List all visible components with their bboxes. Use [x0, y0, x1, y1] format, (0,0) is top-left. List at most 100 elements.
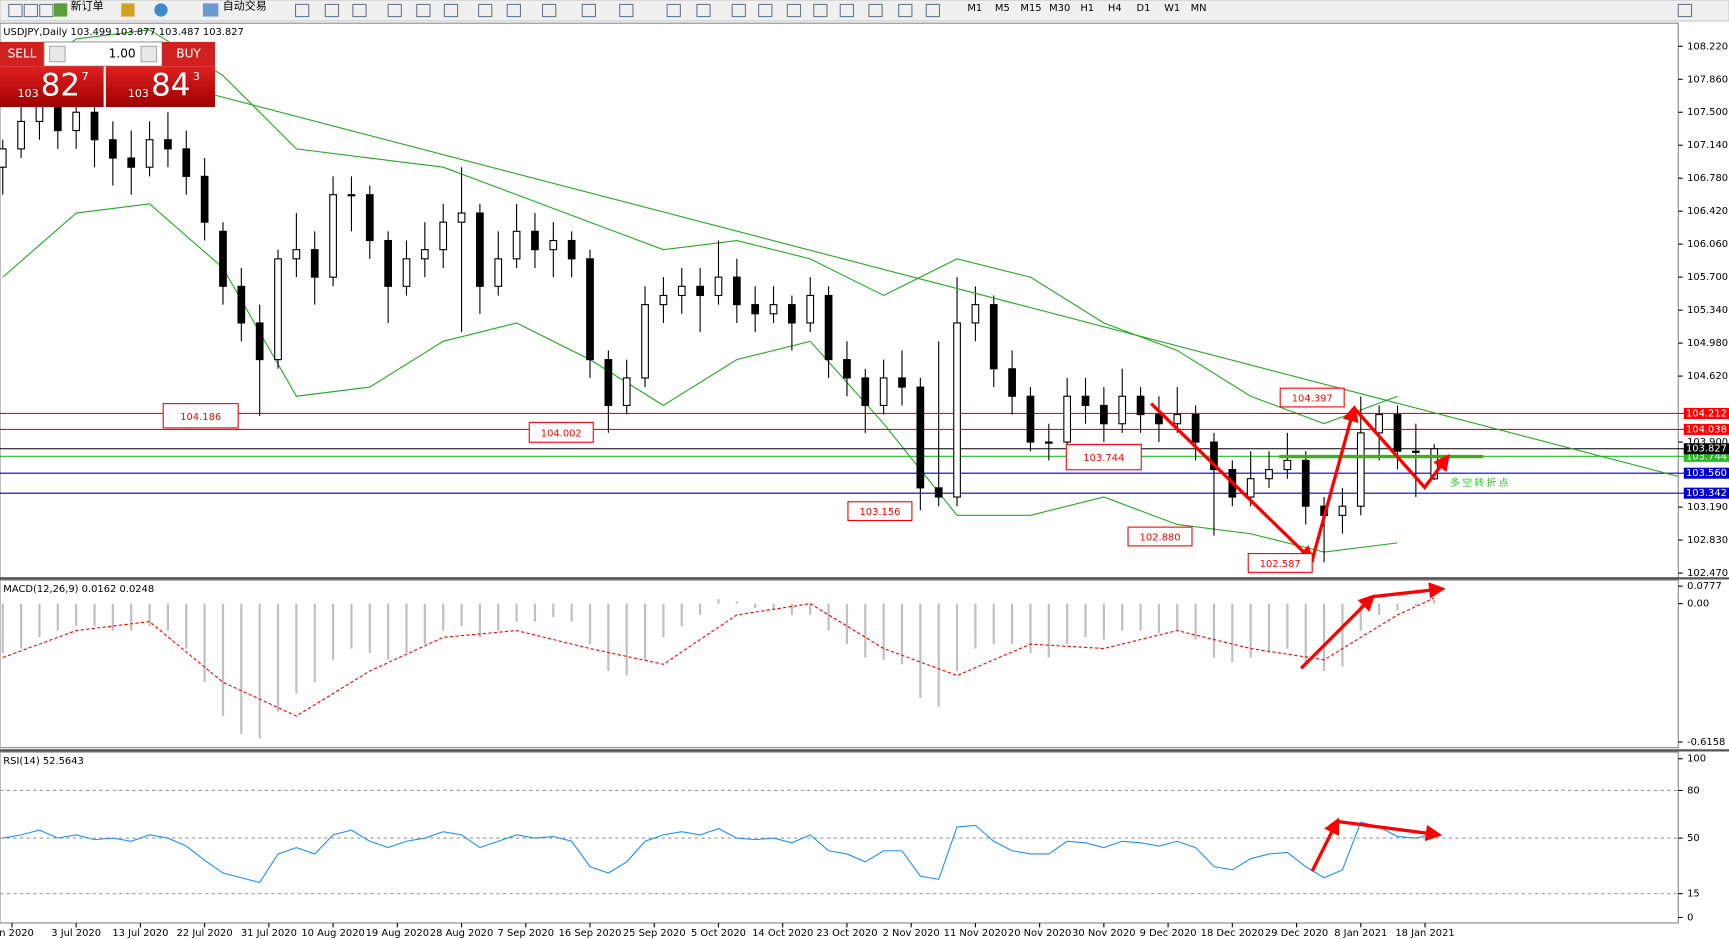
tool-icon[interactable]: [758, 3, 773, 18]
tool-icon[interactable]: [8, 3, 23, 18]
tool-icon[interactable]: [23, 3, 39, 18]
timeframe-button[interactable]: MN: [1191, 3, 1207, 14]
candle-body: [90, 111, 99, 141]
tool-icon[interactable]: [839, 3, 855, 18]
buy-button[interactable]: [162, 41, 216, 67]
arrow: [1310, 404, 1359, 561]
bollinger-lower: [2, 203, 1398, 553]
tool-icon[interactable]: [541, 3, 557, 18]
candle-body: [127, 157, 136, 168]
candle-body: [1081, 395, 1090, 406]
level-label: 103.827: [1686, 444, 1727, 455]
price-big: 84: [151, 68, 190, 104]
sell-button[interactable]: [0, 41, 45, 67]
timeframe-button[interactable]: M1: [967, 3, 982, 14]
candle-body: [1356, 432, 1365, 507]
tool-icon[interactable]: [478, 3, 493, 18]
level-label: 104.212: [1686, 408, 1727, 419]
tool-icon[interactable]: [294, 3, 310, 18]
candle-body: [586, 258, 594, 361]
signal-line: [2, 597, 1435, 717]
candle-body: [72, 111, 81, 132]
timeframe-button[interactable]: W1: [1164, 3, 1180, 14]
timeframe-button[interactable]: D1: [1137, 3, 1151, 14]
timeframe-button[interactable]: M5: [995, 3, 1010, 14]
icon[interactable]: [121, 3, 135, 17]
timeframe-button[interactable]: H4: [1108, 3, 1122, 14]
new-order-button[interactable]: 新订单: [71, 0, 104, 13]
price-prefix: 103: [18, 87, 39, 100]
arrow: [1310, 817, 1340, 872]
y-tick-label: 106.420: [1687, 206, 1728, 217]
tool-icon[interactable]: [443, 3, 459, 18]
arrow: [1352, 406, 1450, 491]
candle-body: [1026, 395, 1035, 443]
annotations: 104.186 104.002 103.744 103.156 102.880 102.5…: [162, 387, 1508, 573]
tool-icon[interactable]: [868, 3, 883, 18]
candle-body: [1210, 441, 1218, 471]
timeframe-button[interactable]: M15: [1020, 3, 1041, 14]
rsi-line: [2, 821, 1435, 884]
annotation-box: [1279, 387, 1345, 408]
tool-icon[interactable]: [731, 3, 746, 18]
tool-icon[interactable]: [786, 3, 802, 18]
y-tick-label: 105.700: [1687, 272, 1728, 283]
candle-body: [806, 294, 815, 324]
lot-down[interactable]: [49, 45, 66, 63]
candle-body: [0, 148, 7, 168]
icon[interactable]: [154, 3, 168, 17]
level-tag: [1683, 407, 1729, 419]
tool-icon[interactable]: [416, 3, 431, 18]
timeframe-button[interactable]: H1: [1080, 3, 1094, 14]
level-tag: [1683, 487, 1729, 499]
lot-up[interactable]: [140, 45, 158, 63]
tool-icon[interactable]: [925, 3, 941, 18]
candle-body: [769, 304, 778, 315]
panel: [0, 29, 1679, 563]
candle-body: [1100, 404, 1108, 425]
candle-body: [1246, 478, 1255, 498]
tool-icon[interactable]: [666, 3, 681, 18]
panel: [1, 597, 1436, 739]
tool-icon[interactable]: [387, 3, 402, 18]
toolbar: [0, 0, 1729, 22]
candle-body: [1136, 395, 1145, 416]
candle-body: [365, 194, 374, 242]
y-tick-label: 103.900: [1687, 437, 1728, 448]
candle-body: [494, 258, 503, 287]
candle-body: [843, 359, 851, 379]
candle-body: [1393, 414, 1402, 452]
panel: [0, 789, 1679, 895]
tool-icon[interactable]: [581, 3, 596, 18]
annotation: 102.587: [1260, 559, 1301, 570]
x-tick-label: 29 Dec 2020: [1265, 928, 1328, 939]
tool-icon[interactable]: [619, 3, 634, 18]
y-tick-label: 106.060: [1687, 239, 1728, 250]
candle-body: [934, 487, 943, 498]
timeframe-button[interactable]: M30: [1049, 3, 1070, 14]
candle-body: [641, 304, 649, 379]
candle-body: [384, 239, 393, 287]
tool-icon[interactable]: [39, 3, 54, 18]
x-tick-label: 14 Oct 2020: [752, 928, 813, 939]
tool-icon[interactable]: [898, 3, 913, 18]
tool-icon[interactable]: [352, 3, 367, 18]
auto-trading-button[interactable]: 自动交易: [223, 0, 267, 13]
buy-price[interactable]: [105, 66, 216, 107]
candle-body: [953, 322, 961, 498]
tool-icon[interactable]: [696, 3, 711, 18]
sell-price[interactable]: [0, 66, 104, 107]
tool-icon[interactable]: [324, 3, 340, 18]
tool-icon[interactable]: [506, 3, 522, 18]
icon[interactable]: [54, 3, 68, 17]
candle-body: [751, 304, 760, 315]
y-tick-label: 107.140: [1687, 140, 1728, 151]
arrow: [1150, 402, 1315, 563]
tool-icon[interactable]: [1677, 3, 1693, 18]
tool-icon[interactable]: [813, 3, 828, 18]
icon[interactable]: [202, 3, 219, 17]
annotation-box: [162, 403, 239, 429]
x-tick-label: 20 Nov 2020: [1008, 928, 1071, 939]
level-tag: [1683, 450, 1729, 462]
x-tick-label: 13 Jul 2020: [112, 928, 168, 939]
